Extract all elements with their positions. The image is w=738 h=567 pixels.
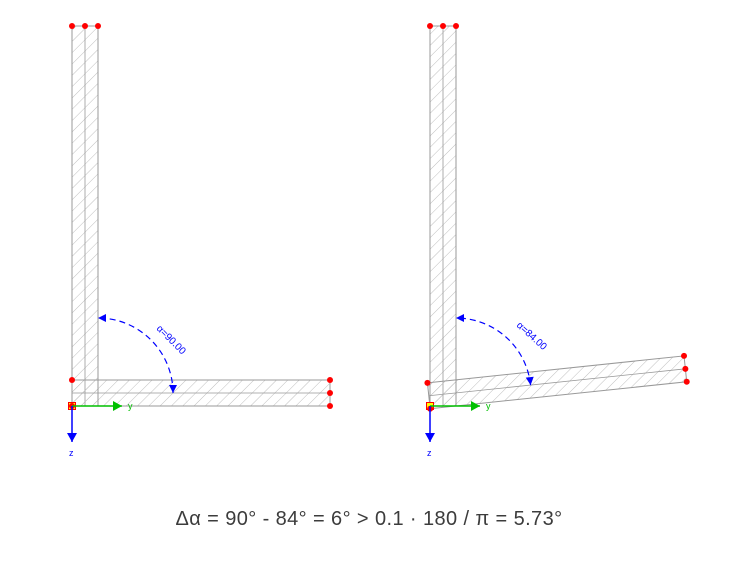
equation-text: Δα = 90° - 84° = 6° > 0.1 · 180 / π = 5.…	[0, 508, 738, 531]
node	[69, 23, 75, 29]
node	[69, 377, 75, 383]
angle-label: α=84.00	[514, 320, 549, 353]
node	[427, 23, 433, 29]
node	[684, 379, 690, 385]
node	[682, 366, 688, 372]
node	[440, 23, 446, 29]
axis-y-label: y	[486, 401, 491, 411]
node	[681, 353, 687, 359]
figure: y z α=84.00	[427, 26, 687, 458]
node	[327, 403, 333, 409]
node	[453, 23, 459, 29]
figure: y z α=90.00	[69, 26, 331, 458]
diagram-canvas: y z α=90.00 y z α=84.00	[0, 0, 738, 567]
node	[82, 23, 88, 29]
node	[424, 380, 430, 386]
axis-y-label: y	[128, 401, 133, 411]
axis-z-label: z	[69, 448, 74, 458]
node	[327, 390, 333, 396]
angle-label: α=90.00	[154, 323, 188, 357]
node	[95, 23, 101, 29]
axis-z-label: z	[427, 448, 432, 458]
node	[327, 377, 333, 383]
